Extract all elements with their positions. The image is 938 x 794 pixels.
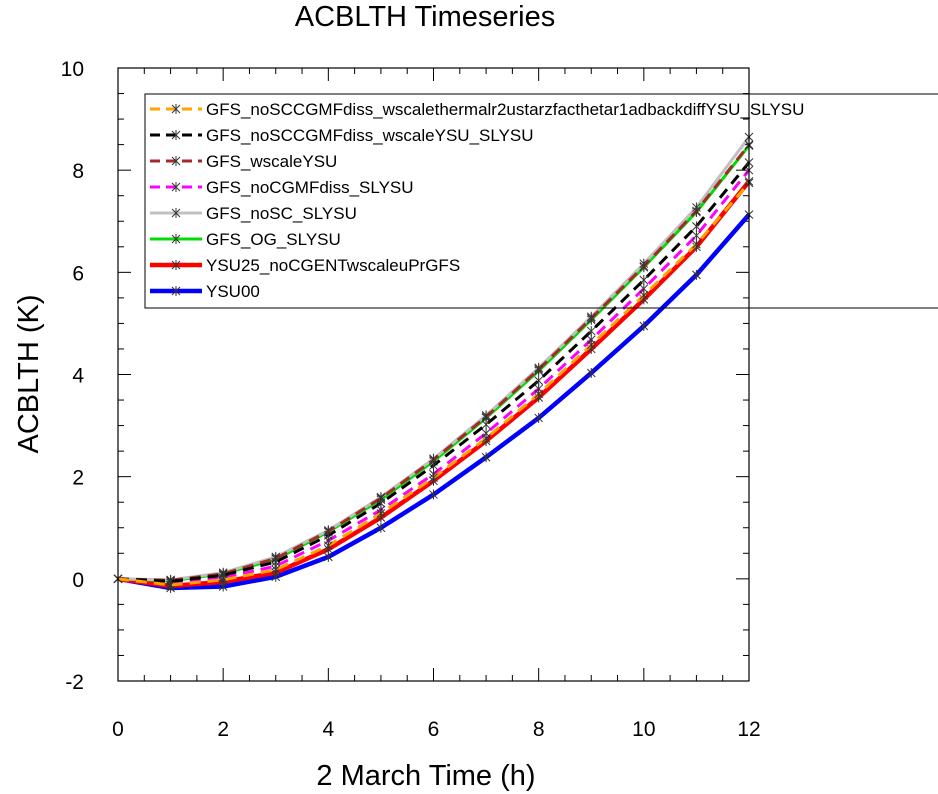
y-tick-label: 10 <box>61 58 84 81</box>
data-point <box>692 239 701 250</box>
legend-label: YSU25_noCGENTwscaleuPrGFS <box>206 256 460 275</box>
legend-marker <box>171 260 181 270</box>
x-axis-label: 2 March Time (h) <box>316 760 535 792</box>
legend-item: GFS_noSC_SLYSU <box>150 204 357 223</box>
data-point <box>586 339 596 350</box>
legend-marker <box>171 208 181 218</box>
data-point <box>692 221 701 232</box>
data-point <box>692 269 701 280</box>
data-point <box>481 419 491 430</box>
data-point <box>639 261 649 272</box>
data-point <box>534 364 544 375</box>
data-point <box>586 326 596 337</box>
legend: GFS_noSCCGMFdiss_wscalethermalr2ustarzfa… <box>144 93 938 309</box>
legend-label: GFS_noCGMFdiss_SLYSU <box>206 178 414 197</box>
data-point <box>534 375 544 386</box>
chart-title: ACBLTH Timeseries <box>295 1 556 33</box>
legend-item: GFS_wscaleYSU <box>150 152 337 171</box>
x-tick-label: 0 <box>112 718 124 741</box>
data-point <box>586 313 596 324</box>
legend-label: GFS_noSCCGMFdiss_wscaleYSU_SLYSU <box>206 126 534 145</box>
legend-label: GFS_noSC_SLYSU <box>206 204 357 223</box>
legend-item: YSU25_noCGENTwscaleuPrGFS <box>150 256 460 275</box>
series-line <box>117 161 751 583</box>
data-point <box>429 472 438 483</box>
legend-marker <box>171 234 181 244</box>
legend-marker <box>171 156 181 166</box>
legend-marker <box>171 182 181 192</box>
series-4 <box>113 131 754 585</box>
legend-label: GFS_noSCCGMFdiss_wscalethermalr2ustarzfa… <box>206 100 804 119</box>
axis-ticks: 0 2 4 6 8 10 12 -2 0 2 4 6 8 10 <box>61 58 761 741</box>
data-point <box>218 574 228 585</box>
x-tick-label: 2 <box>217 718 229 741</box>
data-point <box>692 230 701 241</box>
legend-item: YSU00 <box>150 282 260 301</box>
y-tick-label: -2 <box>65 671 84 694</box>
data-point <box>323 530 333 541</box>
legend-marker <box>171 104 181 114</box>
legend-marker <box>171 286 181 296</box>
x-tick-label: 6 <box>428 718 440 741</box>
data-point <box>534 388 544 399</box>
series-3 <box>113 165 754 588</box>
data-point <box>271 564 281 575</box>
legend-item: GFS_noSCCGMFdiss_wscaleYSU_SLYSU <box>150 126 534 145</box>
x-tick-label: 10 <box>632 718 655 741</box>
data-point <box>586 367 596 378</box>
y-tick-label: 0 <box>72 569 84 592</box>
legend-item: GFS_noSCCGMFdiss_wscalethermalr2ustarzfa… <box>150 100 804 119</box>
legend-box <box>144 93 938 309</box>
y-tick-label: 2 <box>72 467 84 490</box>
data-point <box>376 522 386 533</box>
legend-label: GFS_OG_SLYSU <box>206 230 341 249</box>
y-tick-label: 6 <box>72 262 84 285</box>
data-point <box>376 498 386 509</box>
data-point <box>639 274 649 285</box>
data-point <box>376 508 386 519</box>
data-point <box>481 452 491 463</box>
plot-frame <box>117 67 750 682</box>
data-point <box>692 206 701 217</box>
legend-item: GFS_OG_SLYSU <box>150 230 341 249</box>
x-tick-label: 8 <box>533 718 545 741</box>
data-point <box>534 412 544 423</box>
x-tick-label: 4 <box>322 718 334 741</box>
legend-item: GFS_noCGMFdiss_SLYSU <box>150 178 414 197</box>
y-tick-label: 8 <box>72 160 84 183</box>
data-point <box>323 540 333 551</box>
y-tick-label: 4 <box>72 365 84 388</box>
data-point <box>429 460 438 471</box>
legend-marker <box>171 130 181 140</box>
data-point <box>429 489 438 500</box>
series-layer <box>113 131 754 594</box>
data-point <box>166 579 175 590</box>
data-point <box>639 290 649 301</box>
legend-label: GFS_wscaleYSU <box>206 152 337 171</box>
data-point <box>481 433 491 444</box>
x-tick-label: 12 <box>737 718 760 741</box>
y-axis-label: ACBLTH (K) <box>13 295 45 454</box>
data-point <box>639 320 649 331</box>
legend-label: YSU00 <box>206 282 260 301</box>
